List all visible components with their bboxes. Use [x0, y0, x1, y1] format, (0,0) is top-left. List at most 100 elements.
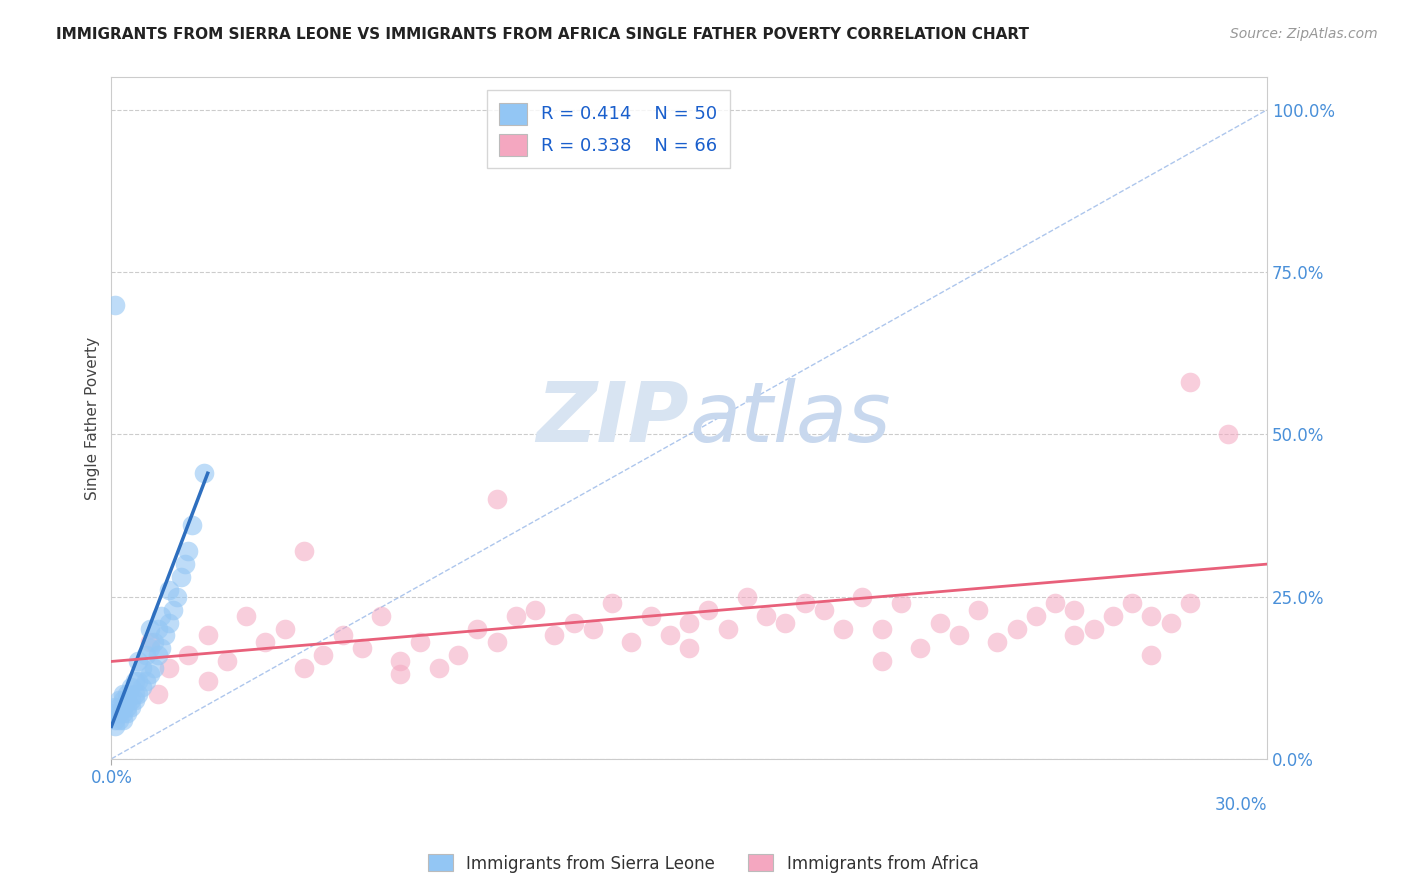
Point — [193, 467, 215, 481]
Text: IMMIGRANTS FROM SIERRA LEONE VS IMMIGRANTS FROM AFRICA SINGLE FATHER POVERTY COR: IMMIGRANTS FROM SIERRA LEONE VS IMMIGRAN… — [56, 27, 1029, 42]
Point — [157, 583, 180, 598]
Point — [135, 648, 157, 662]
Point — [1005, 622, 1028, 636]
Point — [1140, 648, 1163, 662]
Y-axis label: Single Father Poverty: Single Father Poverty — [86, 336, 100, 500]
Point — [104, 297, 127, 311]
Point — [124, 687, 146, 701]
Point — [1083, 622, 1105, 636]
Point — [274, 622, 297, 636]
Text: Source: ZipAtlas.com: Source: ZipAtlas.com — [1230, 27, 1378, 41]
Point — [127, 655, 149, 669]
Point — [813, 602, 835, 616]
Point — [115, 699, 138, 714]
Point — [254, 635, 277, 649]
Point — [111, 693, 134, 707]
Point — [678, 641, 700, 656]
Point — [139, 667, 162, 681]
Point — [505, 609, 527, 624]
Point — [108, 706, 131, 721]
Point — [108, 713, 131, 727]
Point — [104, 699, 127, 714]
Point — [146, 687, 169, 701]
Point — [890, 596, 912, 610]
Point — [1101, 609, 1123, 624]
Legend: Immigrants from Sierra Leone, Immigrants from Africa: Immigrants from Sierra Leone, Immigrants… — [420, 847, 986, 880]
Point — [620, 635, 643, 649]
Point — [120, 681, 142, 695]
Point — [197, 628, 219, 642]
Point — [150, 641, 173, 656]
Point — [332, 628, 354, 642]
Point — [948, 628, 970, 642]
Point — [870, 622, 893, 636]
Point — [832, 622, 855, 636]
Point — [111, 699, 134, 714]
Point — [485, 635, 508, 649]
Point — [124, 693, 146, 707]
Point — [427, 661, 450, 675]
Point — [485, 492, 508, 507]
Point — [1063, 628, 1085, 642]
Point — [139, 641, 162, 656]
Point — [177, 648, 200, 662]
Point — [562, 615, 585, 630]
Point — [155, 628, 177, 642]
Point — [146, 648, 169, 662]
Point — [408, 635, 430, 649]
Point — [870, 655, 893, 669]
Point — [717, 622, 740, 636]
Point — [735, 590, 758, 604]
Point — [600, 596, 623, 610]
Point — [173, 557, 195, 571]
Point — [157, 615, 180, 630]
Point — [524, 602, 547, 616]
Point — [658, 628, 681, 642]
Point — [235, 609, 257, 624]
Point — [108, 699, 131, 714]
Text: 30.0%: 30.0% — [1215, 797, 1267, 814]
Text: ZIP: ZIP — [537, 377, 689, 458]
Point — [115, 706, 138, 721]
Point — [967, 602, 990, 616]
Point — [389, 655, 412, 669]
Point — [131, 661, 153, 675]
Point — [181, 518, 204, 533]
Point — [120, 693, 142, 707]
Legend: R = 0.414    N = 50, R = 0.338    N = 66: R = 0.414 N = 50, R = 0.338 N = 66 — [486, 90, 730, 169]
Point — [755, 609, 778, 624]
Point — [139, 635, 162, 649]
Point — [166, 590, 188, 604]
Point — [111, 713, 134, 727]
Point — [157, 661, 180, 675]
Point — [986, 635, 1008, 649]
Point — [1218, 427, 1240, 442]
Point — [127, 687, 149, 701]
Point — [1140, 609, 1163, 624]
Point — [928, 615, 950, 630]
Point — [131, 681, 153, 695]
Point — [104, 713, 127, 727]
Point — [370, 609, 392, 624]
Point — [292, 544, 315, 558]
Point — [350, 641, 373, 656]
Point — [793, 596, 815, 610]
Point — [910, 641, 932, 656]
Point — [543, 628, 565, 642]
Point — [640, 609, 662, 624]
Point — [465, 622, 488, 636]
Point — [582, 622, 605, 636]
Point — [115, 687, 138, 701]
Point — [150, 609, 173, 624]
Point — [139, 622, 162, 636]
Point — [389, 667, 412, 681]
Point — [851, 590, 873, 604]
Point — [1063, 602, 1085, 616]
Point — [162, 602, 184, 616]
Point — [1178, 596, 1201, 610]
Point — [1160, 615, 1182, 630]
Point — [1025, 609, 1047, 624]
Point — [142, 635, 165, 649]
Point — [142, 661, 165, 675]
Point — [1178, 376, 1201, 390]
